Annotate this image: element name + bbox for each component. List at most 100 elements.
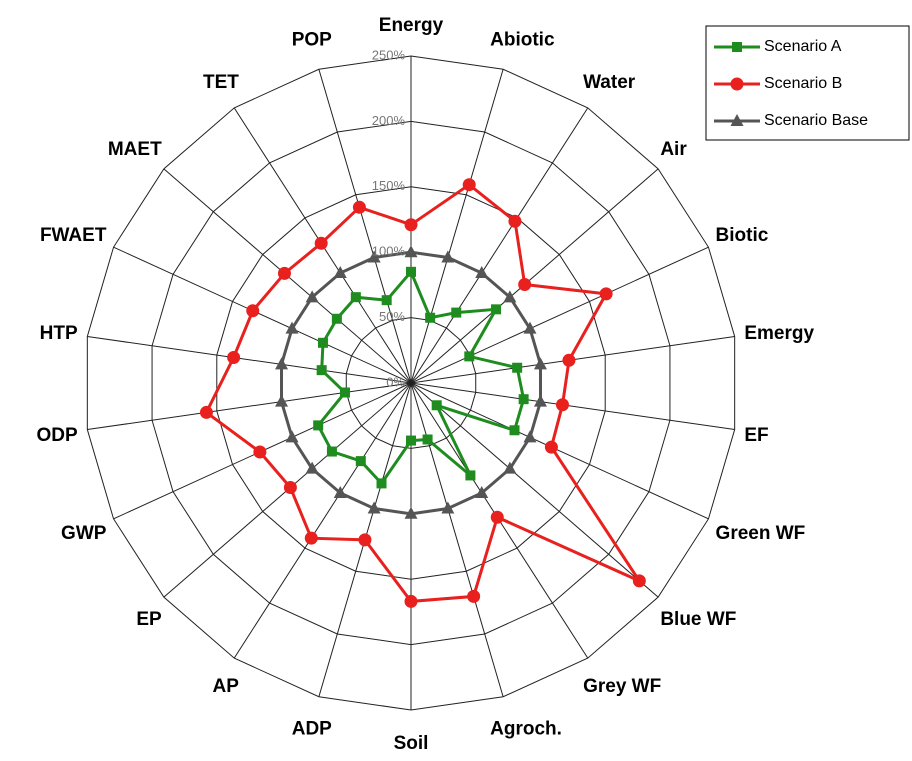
category-label: AP xyxy=(213,676,240,697)
marker xyxy=(277,266,291,280)
marker xyxy=(544,440,558,454)
marker xyxy=(406,266,416,277)
marker xyxy=(599,287,613,301)
category-label: Biotic xyxy=(716,225,769,246)
marker xyxy=(475,486,489,499)
legend-label: Scenario B xyxy=(764,75,842,92)
marker xyxy=(275,357,289,370)
marker xyxy=(355,456,366,467)
marker xyxy=(246,304,260,318)
marker xyxy=(503,290,517,303)
spoke xyxy=(410,69,504,384)
marker xyxy=(404,218,418,232)
category-label: Abiotic xyxy=(490,30,555,51)
tick-label: 250% xyxy=(372,47,406,62)
marker xyxy=(730,114,744,126)
marker xyxy=(350,292,361,303)
legend: Scenario A Scenario B Scenario Base xyxy=(714,38,868,129)
marker xyxy=(305,461,319,474)
marker xyxy=(422,434,433,445)
category-label: GWP xyxy=(61,523,107,544)
marker xyxy=(431,400,442,411)
category-label: ADP xyxy=(292,718,332,739)
marker xyxy=(376,478,387,489)
spoke xyxy=(87,382,412,431)
category-label: Agroch. xyxy=(490,718,562,739)
marker xyxy=(533,357,547,370)
spoke xyxy=(410,382,659,598)
marker xyxy=(523,430,537,443)
marker xyxy=(425,312,436,323)
marker xyxy=(441,250,455,263)
marker xyxy=(732,42,742,52)
category-label: MAET xyxy=(108,139,162,160)
marker xyxy=(367,250,381,263)
tick-label: 200% xyxy=(372,113,406,128)
marker xyxy=(404,506,418,519)
category-label: Water xyxy=(583,72,636,93)
marker xyxy=(285,321,299,334)
marker xyxy=(317,337,328,348)
marker xyxy=(441,501,455,514)
category-label: HTP xyxy=(40,323,78,344)
spoke xyxy=(318,69,412,384)
marker xyxy=(367,501,381,514)
marker xyxy=(512,362,523,373)
tick-label: 50% xyxy=(379,309,405,324)
category-label: EF xyxy=(744,425,768,446)
spoke xyxy=(233,382,412,659)
marker xyxy=(462,178,476,192)
tick-label: 100% xyxy=(372,244,406,259)
spoke xyxy=(87,335,412,384)
marker xyxy=(730,77,744,91)
marker xyxy=(313,420,324,431)
marker xyxy=(275,394,289,407)
marker xyxy=(285,430,299,443)
marker xyxy=(283,481,297,495)
plot xyxy=(199,178,646,608)
marker xyxy=(508,214,522,228)
marker xyxy=(331,313,342,324)
marker xyxy=(253,445,267,459)
category-label: Emergy xyxy=(744,323,814,344)
marker xyxy=(490,510,504,524)
marker xyxy=(518,277,532,291)
marker xyxy=(304,531,318,545)
marker xyxy=(326,446,337,457)
category-label: ODP xyxy=(36,425,78,446)
marker xyxy=(518,394,529,405)
legend-label: Scenario A xyxy=(764,38,842,55)
marker xyxy=(523,321,537,334)
marker xyxy=(333,265,347,278)
marker xyxy=(404,245,418,258)
marker xyxy=(333,486,347,499)
marker xyxy=(451,307,462,318)
marker xyxy=(562,353,576,367)
marker xyxy=(503,461,517,474)
category-label: Grey WF xyxy=(583,676,661,697)
category-label: Soil xyxy=(394,733,429,754)
marker xyxy=(339,387,350,398)
marker xyxy=(199,405,213,419)
labels: 0% 50% 100% 150% 200% 250% Energy Abiotic Water A… xyxy=(36,15,814,754)
marker xyxy=(491,304,502,315)
category-label: TET xyxy=(203,72,239,93)
marker xyxy=(509,425,520,436)
marker xyxy=(352,200,366,214)
category-label: POP xyxy=(292,30,332,51)
marker xyxy=(475,265,489,278)
spoke xyxy=(410,168,659,384)
spoke xyxy=(113,246,412,384)
tick-label: 0% xyxy=(386,374,405,389)
marker xyxy=(555,398,569,412)
marker xyxy=(406,435,416,446)
marker xyxy=(404,594,418,608)
category-label: Blue WF xyxy=(660,609,736,630)
spoke xyxy=(410,107,589,384)
legend-label: Scenario Base xyxy=(764,112,868,129)
tick-label: 150% xyxy=(372,178,406,193)
marker xyxy=(358,533,372,547)
spoke xyxy=(410,246,709,384)
category-label: FWAET xyxy=(40,225,107,246)
